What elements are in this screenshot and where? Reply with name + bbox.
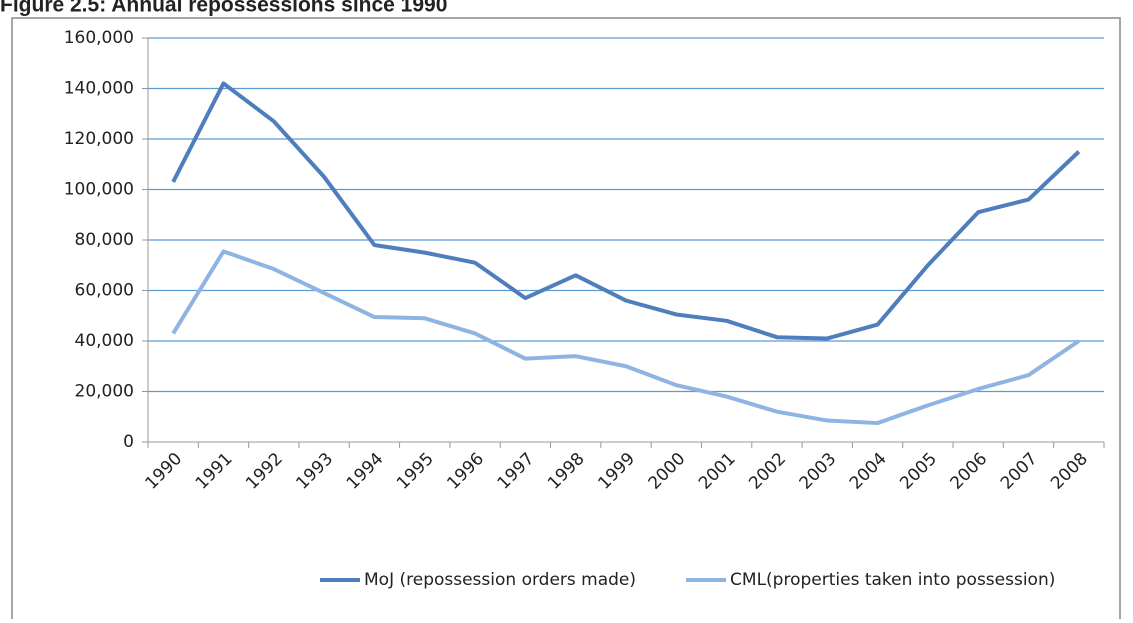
y-tick-label: 20,000 xyxy=(75,382,134,402)
x-tick-label: 1995 xyxy=(393,449,438,494)
x-tick-label: 1991 xyxy=(192,449,237,494)
y-tick-label: 0 xyxy=(123,432,134,452)
x-tick-label: 1998 xyxy=(544,449,589,494)
x-tick-label: 2004 xyxy=(846,449,891,494)
x-tick-label: 2005 xyxy=(896,449,941,494)
x-tick-label: 2003 xyxy=(796,449,841,494)
x-tick-label: 1996 xyxy=(443,449,488,494)
chart-title: Figure 2.5: Annual repossessions since 1… xyxy=(0,0,447,17)
legend-label: CML(properties taken into possession) xyxy=(730,570,1055,590)
x-tick-label: 1993 xyxy=(292,449,337,494)
y-tick-label: 60,000 xyxy=(75,281,134,301)
x-tick-label: 2002 xyxy=(745,449,790,494)
x-tick-label: 2007 xyxy=(997,449,1042,494)
y-tick-label: 120,000 xyxy=(64,129,134,149)
y-tick-label: 80,000 xyxy=(75,230,134,250)
x-tick-label: 1990 xyxy=(141,449,186,494)
x-tick-label: 1992 xyxy=(242,449,287,494)
x-tick-label: 2001 xyxy=(695,449,740,494)
data-line xyxy=(171,81,1081,341)
chart-frame xyxy=(11,17,1121,623)
x-tick-label: 1997 xyxy=(494,449,539,494)
y-tick-label: 40,000 xyxy=(75,331,134,351)
x-tick-label: 2008 xyxy=(1047,449,1092,494)
data-line xyxy=(171,249,1080,426)
x-tick-label: 1994 xyxy=(343,449,388,494)
legend-label: MoJ (repossession orders made) xyxy=(364,570,636,590)
y-tick-label: 140,000 xyxy=(64,79,134,99)
x-tick-label: 2000 xyxy=(645,449,690,494)
x-tick-label: 2006 xyxy=(947,449,992,494)
x-tick-label: 1999 xyxy=(594,449,639,494)
y-tick-label: 100,000 xyxy=(64,180,134,200)
y-tick-label: 160,000 xyxy=(64,28,134,48)
